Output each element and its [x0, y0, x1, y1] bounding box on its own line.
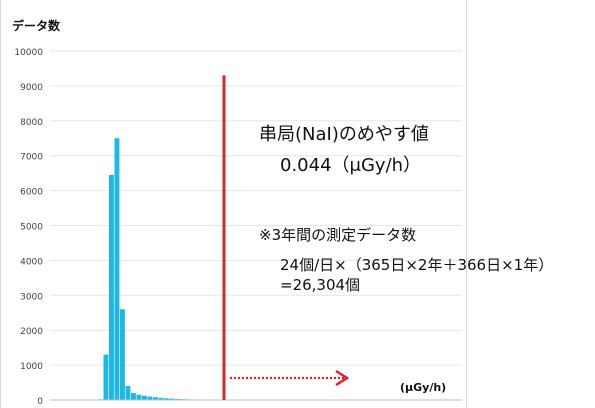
histogram-bar [169, 398, 175, 400]
y-tick-label: 5000 [20, 223, 43, 233]
y-tick-label: 9000 [20, 83, 43, 93]
reference-line-label: 串局(NaI)のめやす値 [259, 124, 429, 145]
note-formula: 24個/日×（365日×2年＋366日×1年） [280, 256, 554, 274]
y-tick-label: 0 [37, 397, 43, 407]
histogram-bar [142, 395, 147, 400]
histogram-bar [175, 398, 180, 400]
histogram-bar [125, 386, 131, 400]
y-tick-labels: 0 1000 2000 3000 4000 5000 6000 7000 8000 9000 100… [14, 48, 43, 407]
histogram-bar [131, 393, 136, 400]
note-title: ※3年間の測定データ数 [259, 226, 417, 244]
note-result: =26,304個 [280, 276, 361, 294]
histogram-bar [158, 397, 164, 400]
y-tick-label: 3000 [20, 292, 43, 302]
y-tick-label: 1000 [20, 362, 43, 372]
histogram-bar [103, 354, 109, 400]
histogram-bar [147, 396, 153, 400]
histogram-bar [153, 397, 158, 400]
histogram-bar [114, 138, 120, 400]
y-tick-label: 6000 [20, 188, 43, 198]
y-tick-label: 10000 [14, 48, 43, 58]
y-tick-label: 2000 [20, 327, 43, 337]
y-axis-label: データ数 [12, 19, 61, 33]
histogram-bar [136, 394, 142, 400]
histogram-bars [98, 138, 230, 401]
arrow-head-icon [335, 369, 350, 387]
histogram-bar [109, 174, 114, 400]
x-axis-unit-label: (μGy/h) [400, 381, 447, 394]
reference-line-value: 0.044（μGy/h） [280, 155, 422, 176]
histogram-bar [120, 309, 125, 400]
histogram-bar [164, 398, 169, 400]
y-tick-label: 7000 [20, 153, 43, 163]
chart-frame [0, 0, 467, 408]
y-tick-label: 8000 [20, 118, 43, 128]
histogram-chart: 0 1000 2000 3000 4000 5000 6000 7000 8000 9000 100… [14, 48, 462, 407]
y-tick-label: 4000 [20, 257, 43, 267]
